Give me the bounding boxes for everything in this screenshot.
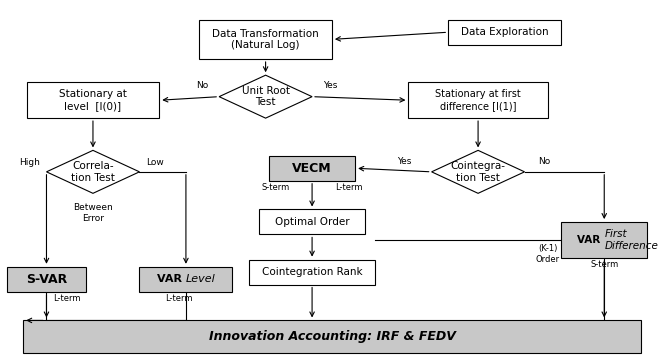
FancyBboxPatch shape — [7, 267, 86, 292]
FancyBboxPatch shape — [199, 20, 332, 59]
Text: No: No — [197, 81, 208, 91]
Text: Correla-
tion Test: Correla- tion Test — [71, 161, 115, 183]
Text: Stationary at first
difference [I(1)]: Stationary at first difference [I(1)] — [435, 90, 521, 111]
FancyBboxPatch shape — [23, 320, 641, 353]
Text: Yes: Yes — [397, 156, 412, 166]
FancyBboxPatch shape — [259, 209, 365, 234]
Text: (K-1)
Order: (K-1) Order — [536, 245, 560, 264]
Text: S-term: S-term — [262, 183, 290, 193]
Text: High: High — [19, 158, 40, 168]
Text: VAR: VAR — [157, 274, 186, 284]
Text: Level: Level — [186, 274, 216, 284]
Text: S-VAR: S-VAR — [26, 273, 67, 286]
Polygon shape — [46, 150, 139, 193]
FancyBboxPatch shape — [561, 222, 647, 258]
FancyBboxPatch shape — [27, 82, 159, 118]
Text: Innovation Accounting: IRF & FEDV: Innovation Accounting: IRF & FEDV — [208, 330, 456, 343]
Text: Low: Low — [146, 158, 164, 168]
Text: Stationary at
level  [I(0)]: Stationary at level [I(0)] — [59, 90, 127, 111]
Text: L-term: L-term — [335, 183, 363, 193]
Text: Yes: Yes — [323, 81, 338, 91]
Text: Cointegration Rank: Cointegration Rank — [262, 267, 363, 277]
FancyBboxPatch shape — [448, 20, 561, 45]
Text: Unit Root
Test: Unit Root Test — [242, 86, 290, 107]
Text: Optimal Order: Optimal Order — [275, 217, 349, 227]
Text: Data Exploration: Data Exploration — [461, 27, 548, 37]
Text: L-term: L-term — [165, 294, 193, 304]
Text: Data Transformation
(Natural Log): Data Transformation (Natural Log) — [212, 29, 319, 50]
FancyBboxPatch shape — [139, 267, 232, 292]
Text: VAR: VAR — [578, 235, 604, 245]
Text: S-term: S-term — [590, 260, 618, 270]
FancyBboxPatch shape — [249, 260, 375, 285]
Text: Cointegra-
tion Test: Cointegra- tion Test — [451, 161, 505, 183]
FancyBboxPatch shape — [408, 82, 548, 118]
FancyBboxPatch shape — [269, 156, 355, 181]
Polygon shape — [219, 75, 312, 118]
Text: First
Difference: First Difference — [604, 229, 658, 251]
Text: Between
Error: Between Error — [73, 203, 113, 223]
Text: No: No — [538, 156, 550, 166]
Text: VECM: VECM — [292, 162, 332, 175]
Polygon shape — [432, 150, 525, 193]
Text: L-term: L-term — [53, 294, 80, 304]
